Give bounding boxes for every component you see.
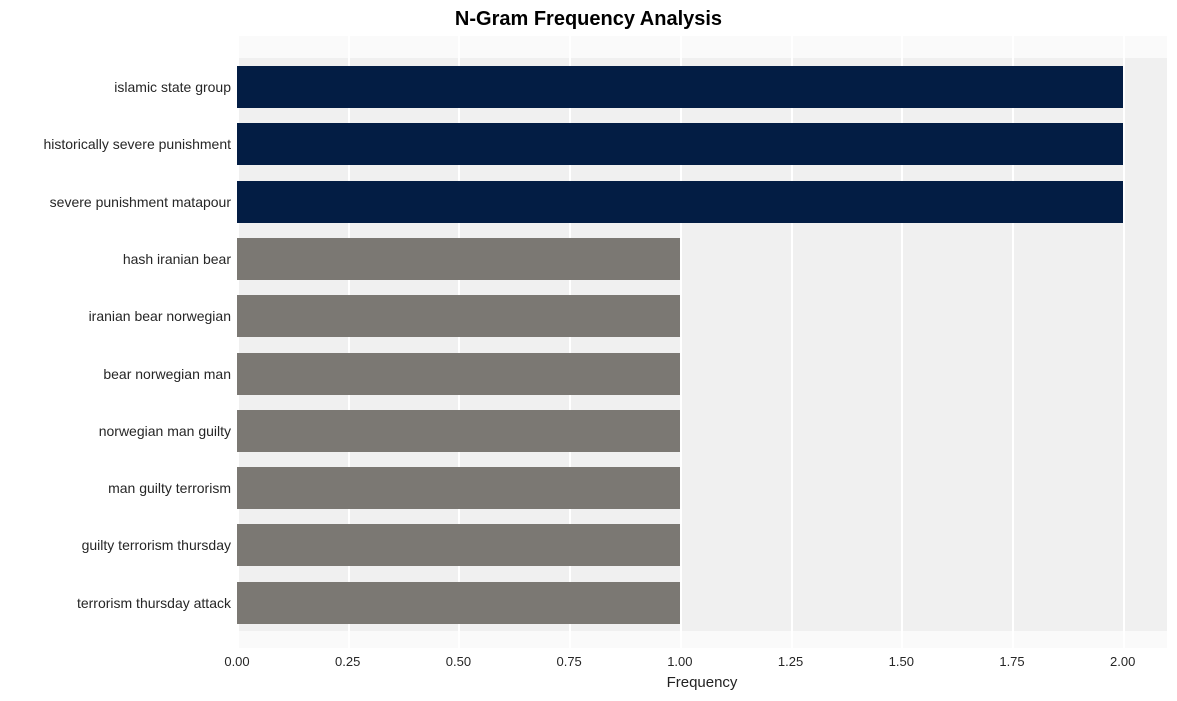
bar: [237, 524, 680, 566]
x-tick-label: 1.50: [889, 654, 914, 669]
bar: [237, 582, 680, 624]
y-tick-label: islamic state group: [114, 79, 231, 95]
bar: [237, 410, 680, 452]
gridline: [1123, 36, 1125, 648]
y-tick-label: severe punishment matapour: [50, 194, 231, 210]
bar: [237, 238, 680, 280]
bar: [237, 467, 680, 509]
bar: [237, 123, 1123, 165]
y-tick-label: norwegian man guilty: [99, 423, 231, 439]
y-tick-label: bear norwegian man: [103, 366, 231, 382]
chart-title: N-Gram Frequency Analysis: [0, 8, 1177, 31]
y-tick-label: man guilty terrorism: [108, 480, 231, 496]
x-tick-label: 1.25: [778, 654, 803, 669]
bar: [237, 295, 680, 337]
y-tick-label: iranian bear norwegian: [89, 308, 231, 324]
x-tick-label: 1.00: [667, 654, 692, 669]
y-tick-label: hash iranian bear: [123, 251, 231, 267]
y-tick-label: guilty terrorism thursday: [82, 537, 231, 553]
plot-area: [237, 36, 1167, 648]
y-tick-label: terrorism thursday attack: [77, 595, 231, 611]
bar: [237, 353, 680, 395]
x-tick-label: 0.25: [335, 654, 360, 669]
x-tick-label: 0.50: [446, 654, 471, 669]
bar: [237, 66, 1123, 108]
x-tick-label: 0.00: [224, 654, 249, 669]
y-tick-label: historically severe punishment: [43, 136, 231, 152]
x-tick-label: 1.75: [999, 654, 1024, 669]
x-tick-label: 2.00: [1110, 654, 1135, 669]
x-tick-label: 0.75: [556, 654, 581, 669]
bar: [237, 181, 1123, 223]
x-axis-title: Frequency: [237, 674, 1167, 691]
ngram-frequency-chart: N-Gram Frequency Analysis islamic state …: [0, 0, 1177, 701]
y-axis-labels: islamic state group historically severe p…: [0, 36, 237, 648]
